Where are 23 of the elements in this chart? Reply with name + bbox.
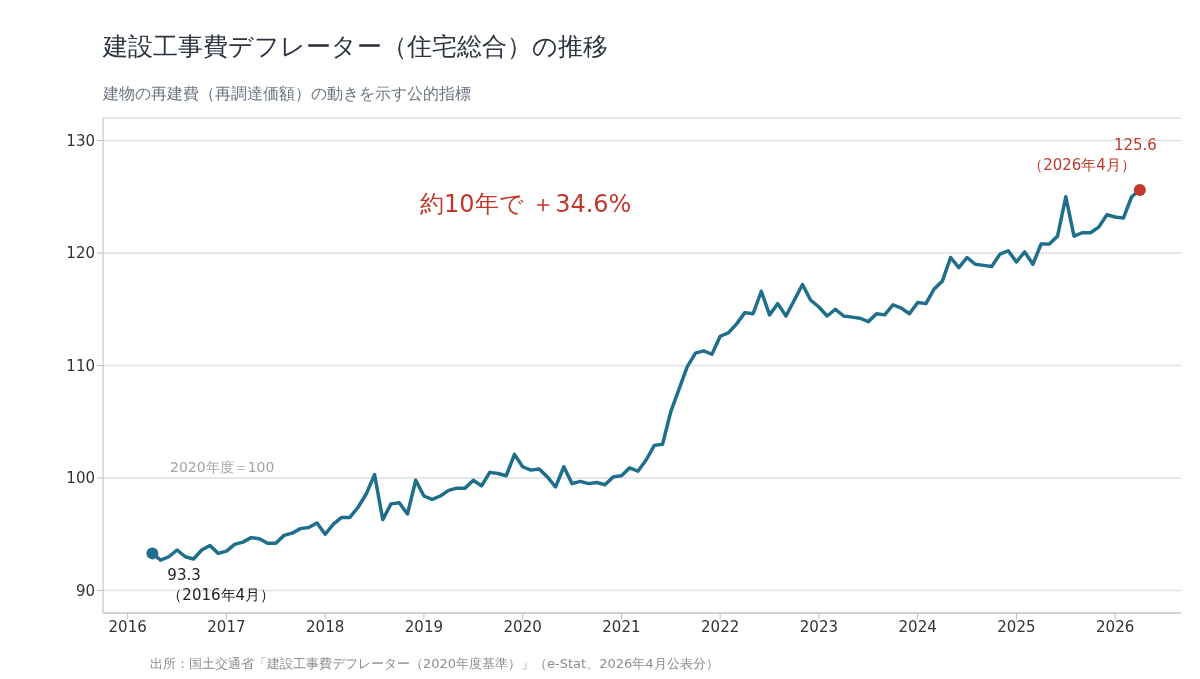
annotation: 2020年度＝100 <box>170 459 275 477</box>
annotation: 125.6 （2026年4月） <box>1028 136 1157 174</box>
chart-subtitle: 建物の再建費（再調達価額）の動きを示す公的指標 <box>103 84 471 105</box>
x-tick-label: 2023 <box>799 617 839 636</box>
x-tick-label: 2022 <box>701 617 740 636</box>
x-tick-label: 2019 <box>404 617 444 636</box>
text: 出所：国土交通省「建設工事費デフレーター（2020年度基準）」（e-Stat、2026年4月公表分） <box>150 655 719 673</box>
y-tick-label: 130 <box>66 131 95 150</box>
x-tick-label: 2020 <box>503 617 542 636</box>
y-tick-label: 110 <box>66 356 95 375</box>
x-tick-label: 2024 <box>898 617 937 636</box>
x-tick-label: 2025 <box>997 617 1036 636</box>
x-tick-label: 2017 <box>207 617 246 636</box>
x-tick-label: 2026 <box>1096 617 1135 636</box>
x-tick-label: 2018 <box>306 617 345 636</box>
chart-title: 建設工事費デフレーター（住宅総合）の推移 <box>103 31 608 63</box>
x-tick-label: 2021 <box>602 617 641 636</box>
x-tick-label: 2016 <box>108 617 147 636</box>
y-tick-label: 100 <box>66 469 95 488</box>
annotation: 約10年で ＋34.6% <box>420 189 632 220</box>
annotation: 93.3 （2016年4月） <box>167 566 276 605</box>
y-tick-label: 120 <box>66 244 95 263</box>
y-tick-label: 90 <box>75 581 95 600</box>
